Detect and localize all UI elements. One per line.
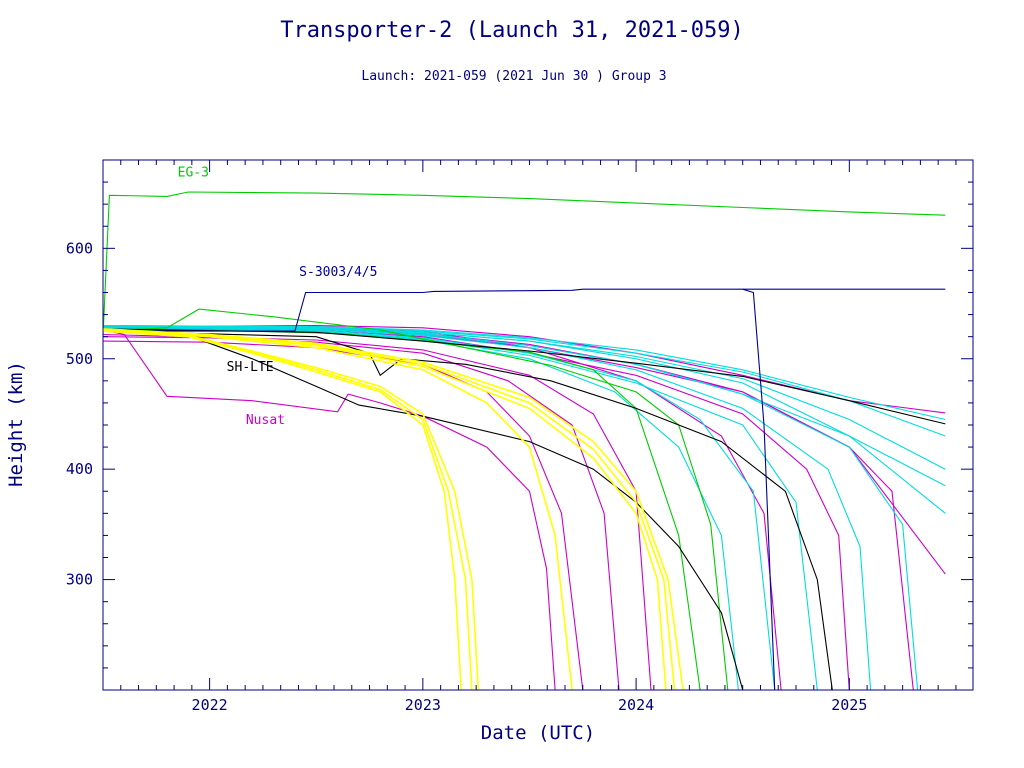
series-line-yellow-32 bbox=[103, 329, 676, 690]
series-line-yellow-29 bbox=[103, 330, 480, 690]
series-line-yellow-27 bbox=[103, 330, 462, 690]
series-line-cyan-19 bbox=[103, 327, 818, 690]
series-line-green-0 bbox=[103, 191, 946, 337]
series-line-magenta-9 bbox=[103, 340, 584, 690]
y-tick-label: 400 bbox=[66, 460, 93, 478]
series-line-cyan-24 bbox=[103, 325, 946, 437]
series-line-navy-3 bbox=[103, 288, 776, 690]
series-line-black-5 bbox=[103, 329, 744, 690]
series-annotation-1: S-3003/4/5 bbox=[299, 265, 377, 280]
series-annotation-3: Nusat bbox=[246, 413, 285, 428]
series-line-yellow-28 bbox=[103, 330, 473, 690]
x-tick-label: 2022 bbox=[192, 696, 228, 714]
series-line-magenta-11 bbox=[103, 333, 652, 690]
series-line-cyan-18 bbox=[103, 326, 776, 690]
y-tick-label: 500 bbox=[66, 350, 93, 368]
series-line-magenta-12 bbox=[103, 327, 782, 690]
chart-title: Transporter-2 (Launch 31, 2021-059) bbox=[280, 18, 744, 43]
annotation-layer: EG-3 S-3003/4/5 SH-LTE Nusat bbox=[178, 166, 378, 428]
series-line-yellow-33 bbox=[103, 328, 684, 690]
tick-layer: 2022 2023 2024 2025 300 400 500 600 bbox=[66, 159, 973, 714]
y-tick-label: 600 bbox=[66, 239, 93, 257]
series-line-green-1 bbox=[103, 308, 729, 690]
series-line-cyan-25 bbox=[103, 325, 946, 421]
series-annotation-0: EG-3 bbox=[178, 166, 209, 181]
series-layer bbox=[103, 191, 946, 690]
series-line-cyan-21 bbox=[103, 326, 919, 690]
x-tick-label: 2024 bbox=[618, 696, 654, 714]
series-annotation-2: SH-LTE bbox=[227, 360, 274, 375]
chart-subtitle: Launch: 2021-059 (2021 Jun 30 ) Group 3 bbox=[361, 69, 666, 84]
y-axis-label: Height (km) bbox=[5, 361, 27, 487]
x-tick-label: 2025 bbox=[831, 696, 867, 714]
series-line-yellow-30 bbox=[103, 329, 573, 690]
series-line-cyan-26 bbox=[103, 325, 946, 487]
series-line-magenta-8 bbox=[103, 329, 556, 690]
x-tick-label: 2023 bbox=[405, 696, 441, 714]
y-tick-label: 300 bbox=[66, 571, 93, 589]
series-line-magenta-10 bbox=[103, 336, 620, 690]
series-line-black-7 bbox=[103, 328, 946, 425]
series-line-yellow-31 bbox=[103, 329, 667, 690]
x-axis-label: Date (UTC) bbox=[481, 722, 595, 744]
plot-frame bbox=[102, 159, 974, 691]
